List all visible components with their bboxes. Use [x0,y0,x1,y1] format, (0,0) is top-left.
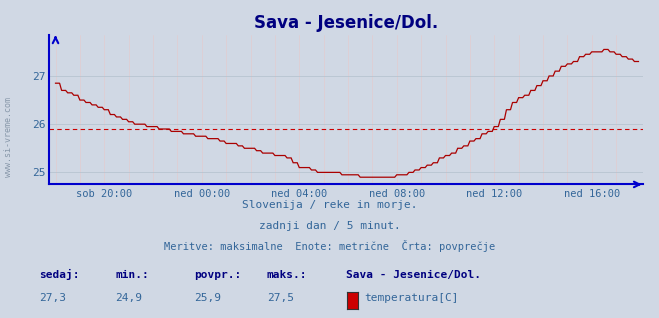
Text: povpr.:: povpr.: [194,270,242,280]
Text: 27,5: 27,5 [267,293,294,302]
Text: zadnji dan / 5 minut.: zadnji dan / 5 minut. [258,221,401,231]
Text: maks.:: maks.: [267,270,307,280]
Text: Slovenija / reke in morje.: Slovenija / reke in morje. [242,200,417,210]
Text: temperatura[C]: temperatura[C] [364,293,459,302]
Title: Sava - Jesenice/Dol.: Sava - Jesenice/Dol. [254,14,438,32]
Text: Meritve: maksimalne  Enote: metrične  Črta: povprečje: Meritve: maksimalne Enote: metrične Črta… [164,240,495,252]
Text: sedaj:: sedaj: [40,269,80,280]
Text: 27,3: 27,3 [40,293,67,302]
Text: www.si-vreme.com: www.si-vreme.com [4,97,13,177]
Text: min.:: min.: [115,270,149,280]
Text: Sava - Jesenice/Dol.: Sava - Jesenice/Dol. [346,270,481,280]
Text: 25,9: 25,9 [194,293,221,302]
Text: 24,9: 24,9 [115,293,142,302]
